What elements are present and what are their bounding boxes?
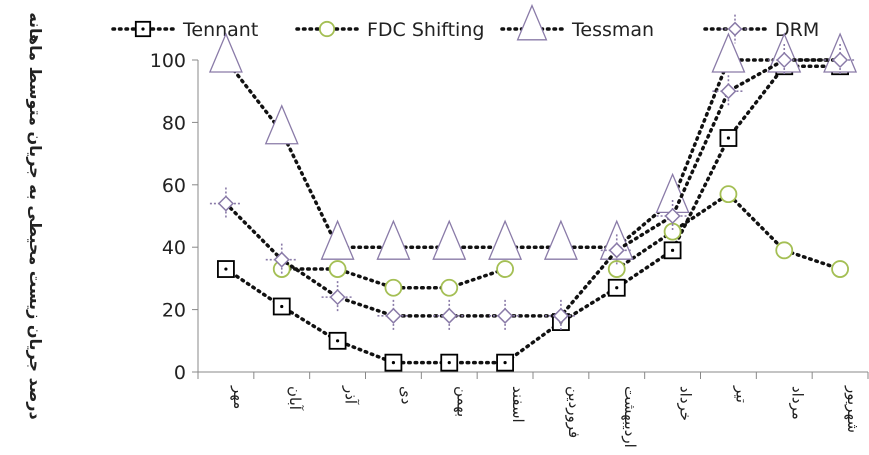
series-line xyxy=(224,58,842,249)
data-point xyxy=(488,219,523,260)
data-point xyxy=(320,219,355,260)
legend-marker xyxy=(134,20,152,38)
data-point xyxy=(663,241,682,260)
x-tick-label: مرداد xyxy=(788,386,806,420)
series-line xyxy=(224,58,842,318)
x-tick-label: دی xyxy=(397,386,415,404)
data-point xyxy=(600,234,633,267)
y-tick-label: 100 xyxy=(150,50,186,72)
data-point xyxy=(209,187,242,220)
series-line xyxy=(615,191,842,271)
axes xyxy=(197,60,868,373)
data-point xyxy=(543,219,578,260)
x-ticks: مهر آبان آذر دی بهمن اسفند فروردین اردیبهشت خردا… xyxy=(197,372,869,448)
x-tick-label: مهر xyxy=(230,385,248,409)
y-tick-label: 40 xyxy=(162,237,186,259)
data-point xyxy=(719,129,738,147)
legend-label: Tennant xyxy=(182,19,258,41)
y-axis-label: درصد جریان زیست محیطی به جریان متوسط ماه… xyxy=(26,12,45,419)
data-point xyxy=(711,32,746,73)
data-point xyxy=(272,297,291,316)
data-point xyxy=(328,260,347,278)
legend-label: DRM xyxy=(775,19,819,41)
data-point xyxy=(208,32,243,73)
data-point xyxy=(217,260,235,278)
x-tick-label: بهمن xyxy=(453,386,471,417)
x-tick-label: اسفند xyxy=(509,386,527,423)
data-point xyxy=(433,299,466,332)
data-point xyxy=(824,44,857,76)
data-point xyxy=(264,104,299,145)
data-point xyxy=(607,260,626,278)
data-point xyxy=(655,172,690,214)
legend-label: Tessman xyxy=(571,19,654,41)
data-point xyxy=(376,219,411,260)
y-tick-label: 80 xyxy=(162,112,186,134)
legend-item: FDC Shifting xyxy=(295,19,484,41)
series-fdc-shifting xyxy=(272,185,849,297)
legend-marker xyxy=(720,14,750,44)
data-point xyxy=(496,353,514,372)
data-point xyxy=(831,260,849,278)
series-drm xyxy=(209,44,857,332)
x-tick-label: آبان xyxy=(286,386,304,411)
data-point xyxy=(440,353,459,372)
data-point xyxy=(265,243,298,276)
data-point xyxy=(768,44,801,76)
data-point xyxy=(440,278,459,297)
x-tick-label: شهریور xyxy=(844,385,862,433)
y-tick-label: 20 xyxy=(162,300,186,322)
data-point xyxy=(384,353,403,372)
legend-item: DRM xyxy=(703,14,819,44)
data-point xyxy=(775,241,794,260)
x-tick-label: فروردین xyxy=(565,386,583,438)
x-tick-label: تیر xyxy=(732,385,750,403)
data-point xyxy=(321,281,354,314)
data-point xyxy=(328,331,347,350)
data-point xyxy=(656,200,689,232)
legend-item: Tessman xyxy=(500,3,654,41)
data-point xyxy=(544,299,577,332)
data-point xyxy=(719,185,738,204)
series-tennant xyxy=(217,57,849,372)
series-layer xyxy=(208,32,858,372)
y-ticks: 0 20 40 60 80 100 xyxy=(150,50,198,384)
y-tick-label: 0 xyxy=(174,362,186,384)
x-tick-label: اردیبهشت xyxy=(621,386,639,448)
legend-item: Tennant xyxy=(111,19,258,41)
legend-marker xyxy=(318,20,336,38)
data-point xyxy=(712,75,745,108)
data-point xyxy=(432,219,467,260)
legend: Tennant FDC Shifting Tessman DRM xyxy=(111,3,819,44)
data-point xyxy=(496,260,514,278)
x-tick-label: خرداد xyxy=(677,386,695,421)
y-tick-label: 60 xyxy=(162,175,186,197)
data-point xyxy=(489,299,522,332)
data-point xyxy=(377,299,410,332)
series-line xyxy=(224,64,842,365)
legend-label: FDC Shifting xyxy=(367,19,484,41)
series-line xyxy=(280,267,507,290)
data-point xyxy=(384,278,403,297)
data-point xyxy=(607,278,626,297)
x-tick-label: آذر xyxy=(342,385,360,405)
legend-marker xyxy=(516,3,548,41)
